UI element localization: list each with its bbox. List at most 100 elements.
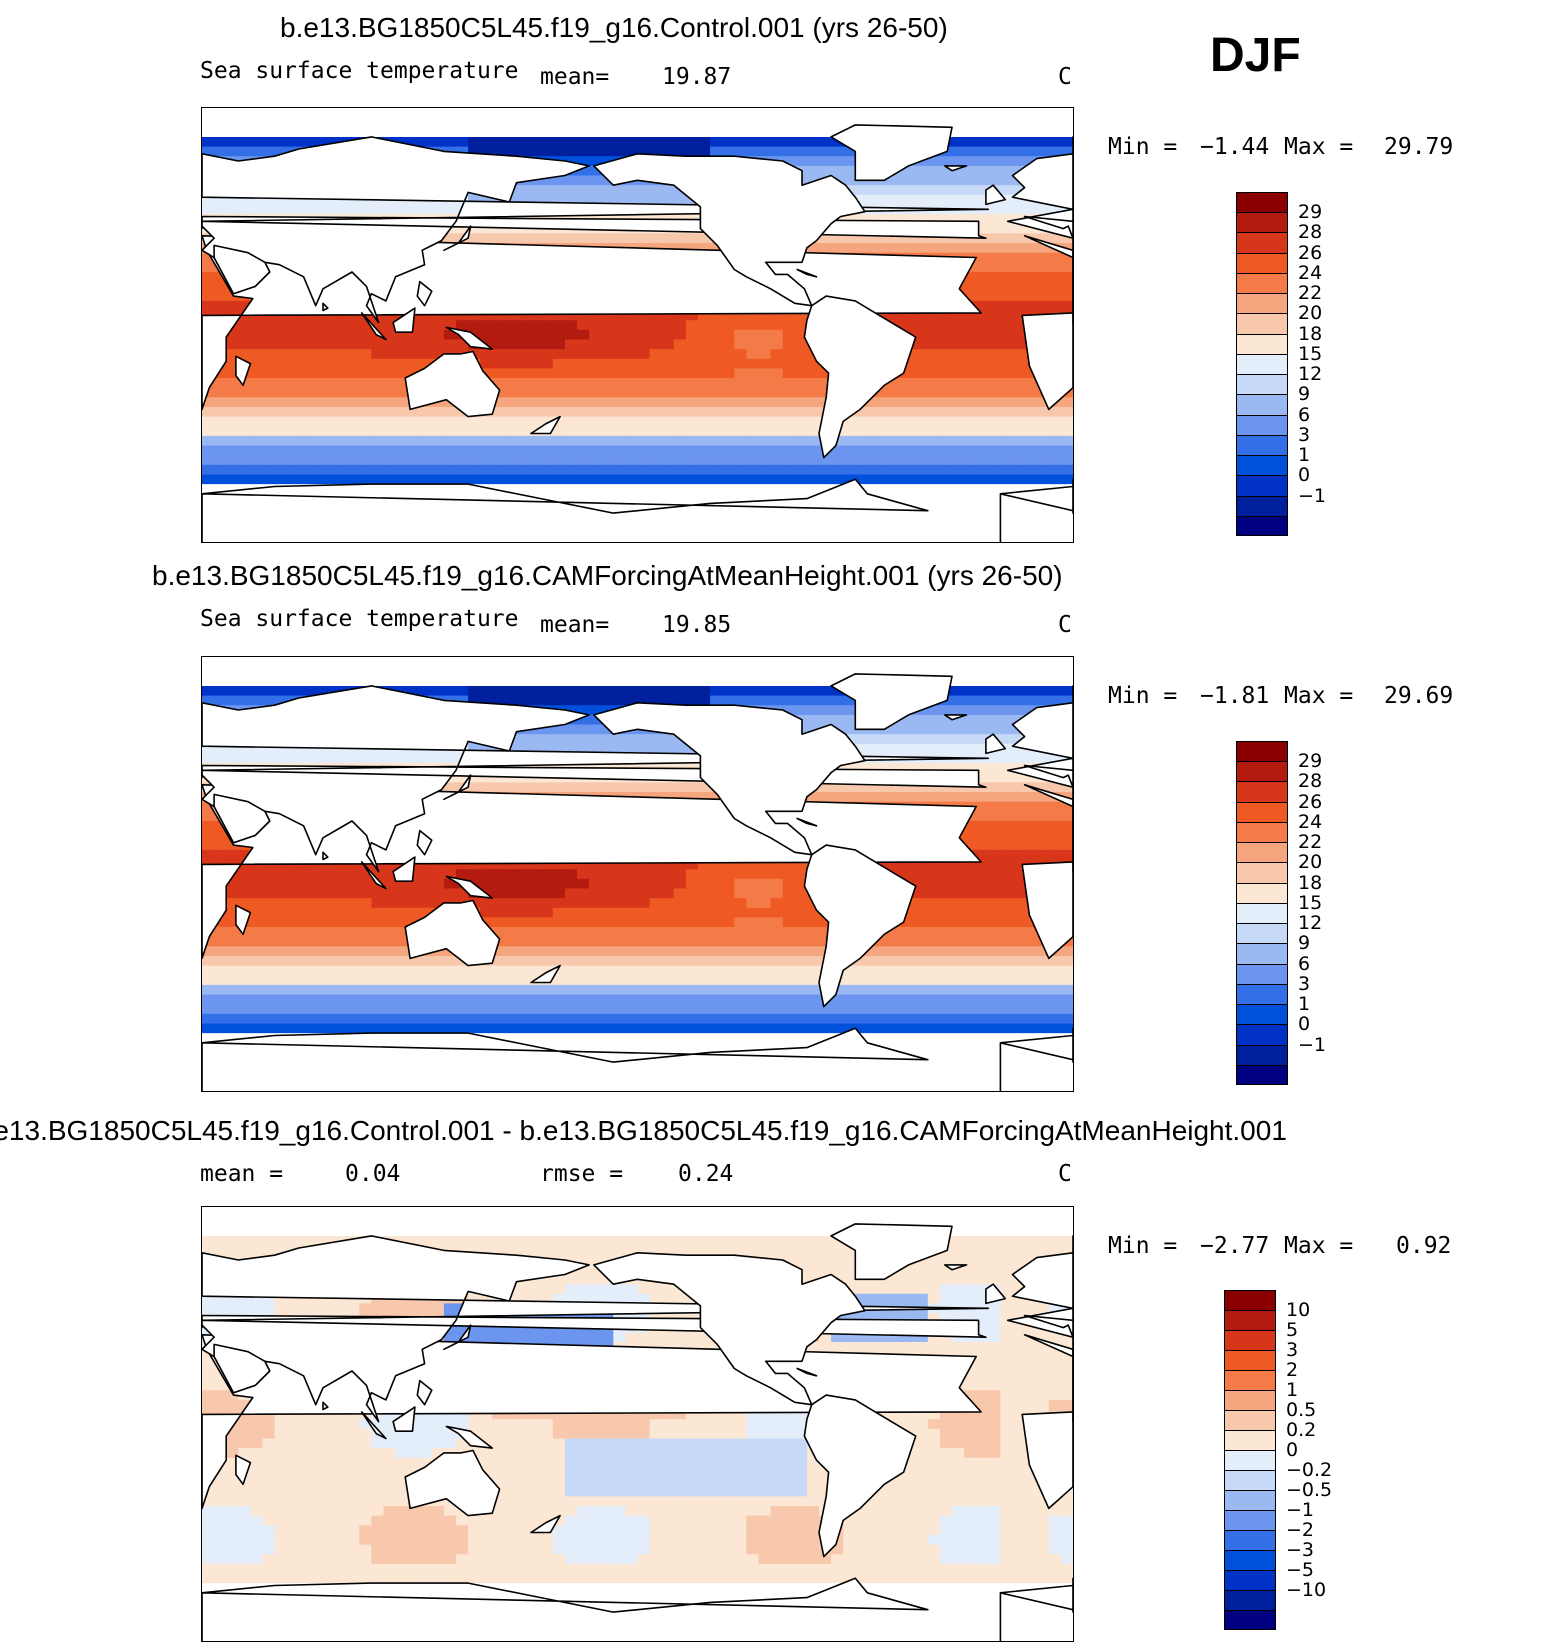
field-cell	[601, 946, 614, 957]
field-cell	[806, 455, 820, 466]
field-cell	[395, 898, 409, 909]
field-cell	[310, 387, 324, 398]
field-cell	[964, 329, 977, 340]
field-cell	[310, 368, 324, 379]
field-cell	[238, 136, 251, 148]
field-cell	[407, 204, 421, 215]
field-cell	[395, 907, 409, 918]
field-cell	[274, 455, 288, 466]
field-cell	[794, 329, 808, 340]
field-cell	[698, 416, 711, 427]
field-cell	[673, 349, 687, 360]
field-cell	[794, 685, 808, 697]
field-cell	[903, 243, 917, 254]
field-cell	[1036, 792, 1050, 803]
field-cell	[806, 792, 820, 803]
field-cell	[1000, 445, 1014, 456]
field-cell	[226, 956, 239, 967]
field-cell	[238, 329, 251, 340]
field-cell	[456, 869, 469, 880]
field-cell	[1048, 685, 1062, 697]
field-cell	[286, 743, 300, 754]
field-cell	[903, 792, 917, 803]
field-cell	[492, 878, 505, 889]
field-cell	[843, 714, 856, 726]
field-cell	[540, 724, 554, 735]
field-cell	[480, 358, 493, 369]
field-cell	[492, 223, 505, 234]
field-cell	[819, 156, 832, 167]
field-cell	[952, 329, 965, 340]
field-cell	[335, 956, 348, 967]
field-cell	[214, 753, 227, 764]
field-cell	[1012, 397, 1026, 408]
field-cell	[1048, 252, 1062, 263]
field-cell	[710, 358, 723, 369]
field-cell	[601, 907, 614, 918]
field-cell	[1024, 426, 1038, 437]
field-cell	[504, 320, 518, 331]
field-cell	[782, 416, 796, 427]
field-cell	[710, 243, 723, 254]
field-cell	[516, 185, 530, 196]
field-cell	[202, 811, 215, 822]
field-cell	[867, 792, 880, 803]
field-cell	[383, 859, 397, 870]
field-cell	[734, 378, 747, 389]
panel-2-map	[201, 656, 1074, 1092]
field-cell	[262, 878, 276, 889]
field-cell	[468, 782, 481, 793]
field-cell	[250, 464, 264, 475]
field-cell	[722, 407, 735, 418]
field-cell	[879, 455, 893, 466]
field-cell	[673, 792, 687, 803]
field-cell	[964, 368, 977, 379]
field-cell	[431, 965, 445, 976]
field-cell	[431, 310, 445, 321]
field-cell	[202, 204, 215, 215]
field-cell	[371, 358, 385, 369]
field-cell	[770, 416, 784, 427]
colorbar-tick-label: 26	[1298, 241, 1323, 264]
field-cell	[274, 426, 288, 437]
field-cell	[540, 349, 554, 360]
field-cell	[202, 300, 215, 312]
colorbar-tick-label: 3	[1298, 423, 1311, 446]
field-cell	[238, 474, 251, 485]
field-cell	[516, 888, 530, 899]
field-cell	[964, 898, 977, 909]
field-cell	[310, 927, 324, 938]
field-cell	[1060, 821, 1073, 832]
field-cell	[443, 416, 457, 427]
field-cell	[927, 416, 941, 427]
field-cell	[758, 407, 772, 418]
field-cell	[903, 435, 917, 447]
field-cell	[903, 464, 917, 475]
field-cell	[734, 869, 747, 880]
field-cell	[226, 416, 239, 427]
field-cell	[601, 859, 614, 870]
field-cell	[637, 782, 651, 793]
field-cell	[383, 407, 397, 418]
field-cell	[323, 907, 336, 918]
field-cell	[540, 397, 554, 408]
field-cell	[1012, 685, 1026, 697]
field-cell	[1024, 272, 1038, 283]
field-cell	[577, 407, 590, 418]
field-cell	[528, 869, 542, 880]
field-cell	[770, 397, 784, 408]
field-cell	[976, 821, 989, 832]
field-cell	[903, 214, 917, 225]
field-cell	[903, 869, 917, 880]
field-cell	[407, 455, 421, 466]
field-cell	[722, 946, 735, 957]
field-cell	[685, 936, 699, 947]
field-cell	[734, 685, 747, 697]
field-cell	[685, 782, 699, 793]
field-cell	[625, 310, 639, 321]
field-cell	[226, 907, 239, 918]
field-cell	[613, 310, 626, 321]
field-cell	[685, 320, 699, 331]
field-cell	[468, 320, 481, 331]
field-cell	[661, 734, 675, 745]
